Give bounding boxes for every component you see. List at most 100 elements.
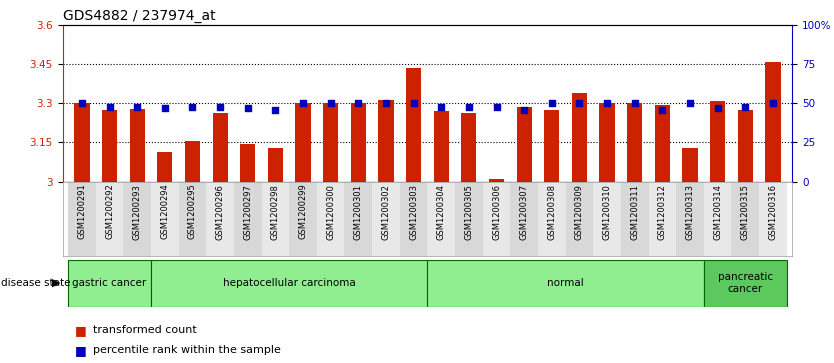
- Bar: [399, 182, 427, 256]
- Bar: [206, 182, 234, 256]
- Text: percentile rank within the sample: percentile rank within the sample: [93, 345, 281, 355]
- Bar: [600, 103, 615, 182]
- Point: [711, 105, 725, 111]
- Text: GSM1200301: GSM1200301: [354, 184, 363, 240]
- Point: [241, 105, 254, 111]
- Point: [214, 104, 227, 110]
- Point: [435, 104, 448, 110]
- Bar: [427, 182, 455, 256]
- Bar: [151, 260, 427, 307]
- Text: GSM1200304: GSM1200304: [437, 184, 445, 240]
- Text: GSM1200313: GSM1200313: [686, 184, 695, 240]
- Point: [269, 107, 282, 113]
- Bar: [710, 101, 726, 182]
- Bar: [738, 110, 753, 182]
- Text: GSM1200307: GSM1200307: [520, 184, 529, 240]
- Bar: [731, 182, 759, 256]
- Text: GSM1200315: GSM1200315: [741, 184, 750, 240]
- Text: GSM1200297: GSM1200297: [244, 184, 252, 240]
- Bar: [621, 182, 649, 256]
- Bar: [323, 103, 339, 182]
- Bar: [759, 182, 786, 256]
- Bar: [704, 182, 731, 256]
- Text: GSM1200300: GSM1200300: [326, 184, 335, 240]
- Point: [352, 101, 365, 106]
- Point: [324, 101, 337, 106]
- Bar: [240, 144, 255, 182]
- Point: [600, 101, 614, 106]
- Bar: [406, 68, 421, 182]
- Point: [379, 101, 393, 106]
- Bar: [676, 182, 704, 256]
- Point: [545, 101, 559, 106]
- Bar: [68, 260, 151, 307]
- Point: [296, 101, 309, 106]
- Text: GSM1200293: GSM1200293: [133, 184, 142, 240]
- Bar: [434, 111, 449, 182]
- Text: GSM1200310: GSM1200310: [603, 184, 611, 240]
- Point: [573, 101, 586, 106]
- Bar: [372, 182, 399, 256]
- Bar: [538, 182, 565, 256]
- Bar: [593, 182, 621, 256]
- Text: GSM1200306: GSM1200306: [492, 184, 501, 240]
- Bar: [682, 148, 697, 182]
- Text: hepatocellular carcinoma: hepatocellular carcinoma: [223, 278, 355, 288]
- Bar: [627, 103, 642, 182]
- Bar: [295, 103, 310, 182]
- Point: [518, 107, 531, 113]
- Bar: [178, 182, 206, 256]
- Bar: [489, 179, 504, 182]
- Text: GSM1200303: GSM1200303: [409, 184, 418, 240]
- Text: GSM1200305: GSM1200305: [465, 184, 474, 240]
- Bar: [516, 107, 532, 182]
- Text: GSM1200291: GSM1200291: [78, 184, 87, 240]
- Text: GSM1200292: GSM1200292: [105, 184, 114, 240]
- Bar: [483, 182, 510, 256]
- Bar: [344, 182, 372, 256]
- Point: [407, 101, 420, 106]
- Bar: [510, 182, 538, 256]
- Point: [103, 104, 116, 110]
- Point: [739, 104, 752, 110]
- Bar: [461, 113, 476, 182]
- Point: [130, 104, 143, 110]
- Bar: [545, 110, 560, 182]
- Text: transformed count: transformed count: [93, 325, 197, 335]
- Bar: [185, 141, 200, 182]
- Bar: [455, 182, 483, 256]
- Bar: [158, 152, 173, 182]
- Text: pancreatic
cancer: pancreatic cancer: [718, 272, 773, 294]
- Bar: [262, 182, 289, 256]
- Point: [75, 101, 88, 106]
- Text: ▶: ▶: [52, 278, 60, 288]
- Text: ■: ■: [75, 344, 87, 357]
- Bar: [151, 182, 178, 256]
- Text: GSM1200311: GSM1200311: [631, 184, 639, 240]
- Bar: [129, 109, 145, 182]
- Bar: [766, 62, 781, 182]
- Text: GSM1200295: GSM1200295: [188, 184, 197, 240]
- Bar: [427, 260, 704, 307]
- Text: GSM1200314: GSM1200314: [713, 184, 722, 240]
- Text: GSM1200299: GSM1200299: [299, 184, 308, 240]
- Bar: [649, 182, 676, 256]
- Text: normal: normal: [547, 278, 584, 288]
- Point: [683, 101, 696, 106]
- Bar: [565, 182, 593, 256]
- Bar: [102, 110, 117, 182]
- Text: GSM1200302: GSM1200302: [381, 184, 390, 240]
- Text: GSM1200308: GSM1200308: [547, 184, 556, 240]
- Bar: [655, 105, 670, 182]
- Text: disease state: disease state: [1, 278, 70, 288]
- Point: [766, 101, 780, 106]
- Text: GSM1200298: GSM1200298: [271, 184, 280, 240]
- Bar: [704, 260, 786, 307]
- Bar: [289, 182, 317, 256]
- Bar: [74, 103, 89, 182]
- Text: gastric cancer: gastric cancer: [73, 278, 147, 288]
- Bar: [379, 100, 394, 182]
- Text: GSM1200316: GSM1200316: [768, 184, 777, 240]
- Point: [158, 105, 172, 111]
- Bar: [317, 182, 344, 256]
